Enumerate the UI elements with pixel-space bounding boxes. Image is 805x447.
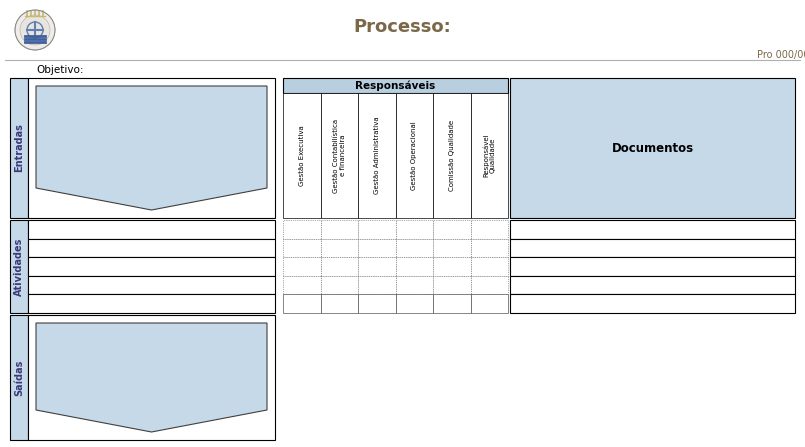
Bar (283, 295, 320, 313)
Bar (395, 93, 433, 218)
Bar (433, 239, 470, 257)
Bar (470, 239, 508, 257)
Text: Documentos: Documentos (612, 142, 694, 155)
Bar (510, 220, 795, 239)
Bar (433, 93, 470, 218)
Bar (433, 295, 470, 313)
Bar (510, 239, 795, 257)
Bar (358, 93, 395, 218)
Bar (28, 257, 275, 276)
Text: Atividades: Atividades (14, 237, 24, 295)
Bar (510, 295, 795, 313)
Bar (28, 220, 275, 239)
Bar (28, 295, 275, 313)
Bar (470, 295, 508, 313)
Bar (320, 220, 358, 239)
Circle shape (15, 10, 55, 50)
Text: Entradas: Entradas (14, 123, 24, 173)
Bar (10, 315, 28, 440)
Text: Gestão Administrativa: Gestão Administrativa (374, 117, 380, 194)
Bar (28, 78, 275, 218)
Bar (283, 93, 320, 218)
Bar (283, 239, 320, 257)
Bar (395, 257, 433, 276)
Text: Gestão Contabilística
e financeira: Gestão Contabilística e financeira (332, 118, 346, 193)
Bar (470, 276, 508, 295)
Bar (320, 239, 358, 257)
Bar (433, 220, 470, 239)
Polygon shape (36, 323, 267, 432)
Bar (283, 257, 320, 276)
Bar (358, 276, 395, 295)
Polygon shape (36, 86, 267, 210)
Bar (320, 257, 358, 276)
Bar (395, 295, 433, 313)
Circle shape (20, 15, 50, 45)
Text: Objetivo:: Objetivo: (36, 65, 84, 75)
Bar (358, 295, 395, 313)
Bar (510, 78, 795, 218)
Text: Gestão Operacional: Gestão Operacional (411, 121, 417, 190)
Bar (470, 257, 508, 276)
Text: Gestão Executiva: Gestão Executiva (299, 125, 305, 186)
Bar (320, 93, 358, 218)
Bar (510, 276, 795, 295)
Bar (320, 295, 358, 313)
Bar (470, 220, 508, 239)
Bar (28, 239, 275, 257)
Text: Comissão Qualidade: Comissão Qualidade (448, 120, 455, 191)
Bar (28, 276, 275, 295)
Text: Responsáveis: Responsáveis (355, 80, 436, 91)
Bar (320, 276, 358, 295)
Bar (10, 78, 28, 218)
Bar (283, 276, 320, 295)
Bar (10, 220, 28, 313)
Bar (433, 276, 470, 295)
Bar (358, 239, 395, 257)
Bar (395, 276, 433, 295)
Bar (283, 220, 320, 239)
Bar (470, 93, 508, 218)
Bar (358, 257, 395, 276)
Bar (433, 257, 470, 276)
Bar (283, 78, 508, 93)
Text: Pro 000/00: Pro 000/00 (757, 50, 805, 60)
Text: Saídas: Saídas (14, 359, 24, 396)
Text: Processo:: Processo: (353, 18, 451, 36)
Bar (358, 220, 395, 239)
Bar (395, 239, 433, 257)
Text: Responsável
Qualidade: Responsável Qualidade (482, 134, 496, 177)
Bar (510, 257, 795, 276)
Bar (395, 220, 433, 239)
Bar (28, 315, 275, 440)
